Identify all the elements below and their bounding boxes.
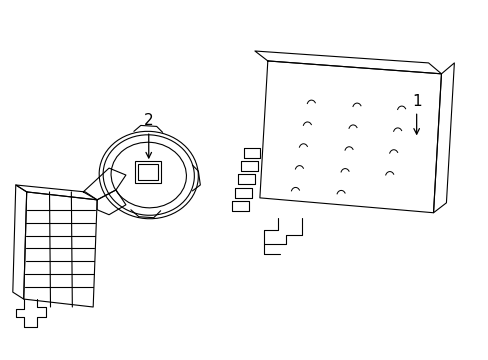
Text: 1: 1: [411, 94, 421, 134]
Text: 2: 2: [143, 113, 153, 158]
Bar: [138, 164, 157, 180]
Bar: [135, 161, 161, 183]
